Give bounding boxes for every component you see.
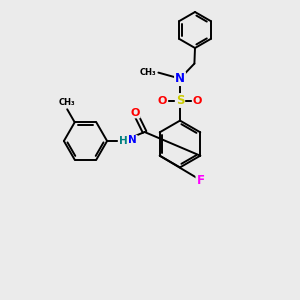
Text: F: F — [196, 173, 204, 187]
Text: O: O — [130, 107, 140, 118]
Text: S: S — [176, 94, 184, 107]
Text: N: N — [128, 135, 137, 146]
Text: O: O — [158, 95, 167, 106]
Text: CH₃: CH₃ — [59, 98, 76, 107]
Text: CH₃: CH₃ — [140, 68, 156, 77]
Text: H: H — [118, 136, 127, 146]
Text: O: O — [193, 95, 202, 106]
Text: N: N — [175, 72, 185, 85]
